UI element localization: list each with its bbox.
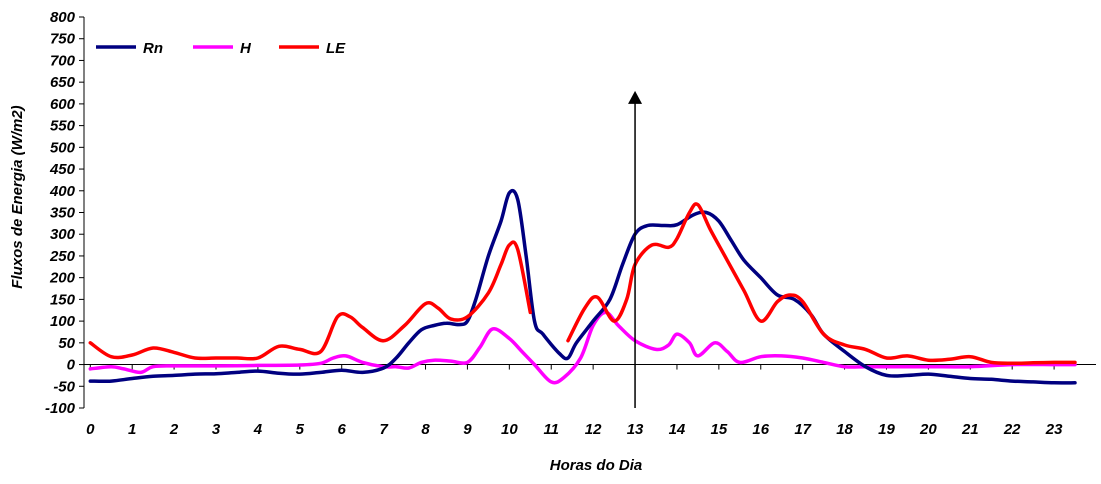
y-tick-label: 300 [50, 226, 76, 243]
x-tick-label: 14 [669, 421, 686, 438]
x-tick-label: 23 [1045, 421, 1063, 438]
y-tick-label: 400 [49, 183, 76, 200]
y-tick-label: 100 [50, 313, 76, 330]
x-tick-label: 22 [1003, 421, 1021, 438]
y-tick-label: 350 [50, 205, 76, 222]
y-tick-label: 750 [50, 31, 76, 48]
legend-label-h: H [240, 40, 252, 57]
x-tick-label: 4 [253, 421, 263, 438]
legend-label-rn: Rn [143, 40, 163, 57]
x-tick-label: 2 [169, 421, 179, 438]
x-tick-label: 8 [421, 421, 430, 438]
series-line-h [88, 310, 1077, 385]
x-tick-label: 6 [338, 421, 347, 438]
series-line-rn [88, 188, 1077, 385]
legend: Rn H LE [96, 40, 346, 57]
y-tick-label: 450 [49, 161, 76, 178]
y-tick-label: 0 [67, 357, 76, 374]
x-tick-label: 17 [794, 421, 811, 438]
x-tick-label: 5 [296, 421, 305, 438]
x-tick-label: 3 [212, 421, 221, 438]
x-tick-label: 10 [501, 421, 518, 438]
annotation-arrow-head [628, 90, 643, 104]
y-tick-label: 200 [49, 270, 76, 287]
axes: -100-50050100150200250300350400450500550… [45, 9, 1096, 438]
x-axis-title: Horas do Dia [550, 457, 643, 474]
x-tick-label: 18 [836, 421, 853, 438]
annotations [628, 90, 643, 408]
x-tick-label: 20 [919, 421, 937, 438]
x-tick-label: 13 [627, 421, 644, 438]
x-tick-label: 21 [961, 421, 979, 438]
y-tick-label: -100 [45, 400, 76, 417]
x-tick-label: 9 [463, 421, 472, 438]
y-tick-label: 150 [50, 291, 76, 308]
y-tick-label: 700 [50, 52, 76, 69]
x-tick-label: 12 [585, 421, 602, 438]
y-axis-title: Fluxos de Energia (W/m2) [9, 105, 26, 288]
y-tick-label: 250 [49, 248, 76, 265]
series-line-le-seg1 [88, 240, 533, 361]
y-tick-label: 550 [50, 118, 76, 135]
y-tick-label: 800 [50, 9, 76, 26]
x-tick-label: 11 [543, 421, 559, 438]
series-lines [88, 188, 1077, 385]
y-tick-label: -50 [53, 378, 75, 395]
x-tick-label: 1 [128, 421, 136, 438]
y-tick-label: 500 [50, 139, 76, 156]
y-tick-label: 50 [58, 335, 75, 352]
y-tick-label: 650 [50, 74, 76, 91]
x-tick-label: 7 [379, 421, 388, 438]
x-tick-label: 19 [878, 421, 895, 438]
y-tick-label: 600 [50, 96, 76, 113]
x-tick-label: 16 [752, 421, 769, 438]
x-tick-label: 15 [711, 421, 728, 438]
x-tick-label: 0 [86, 421, 95, 438]
legend-label-le: LE [326, 40, 346, 57]
